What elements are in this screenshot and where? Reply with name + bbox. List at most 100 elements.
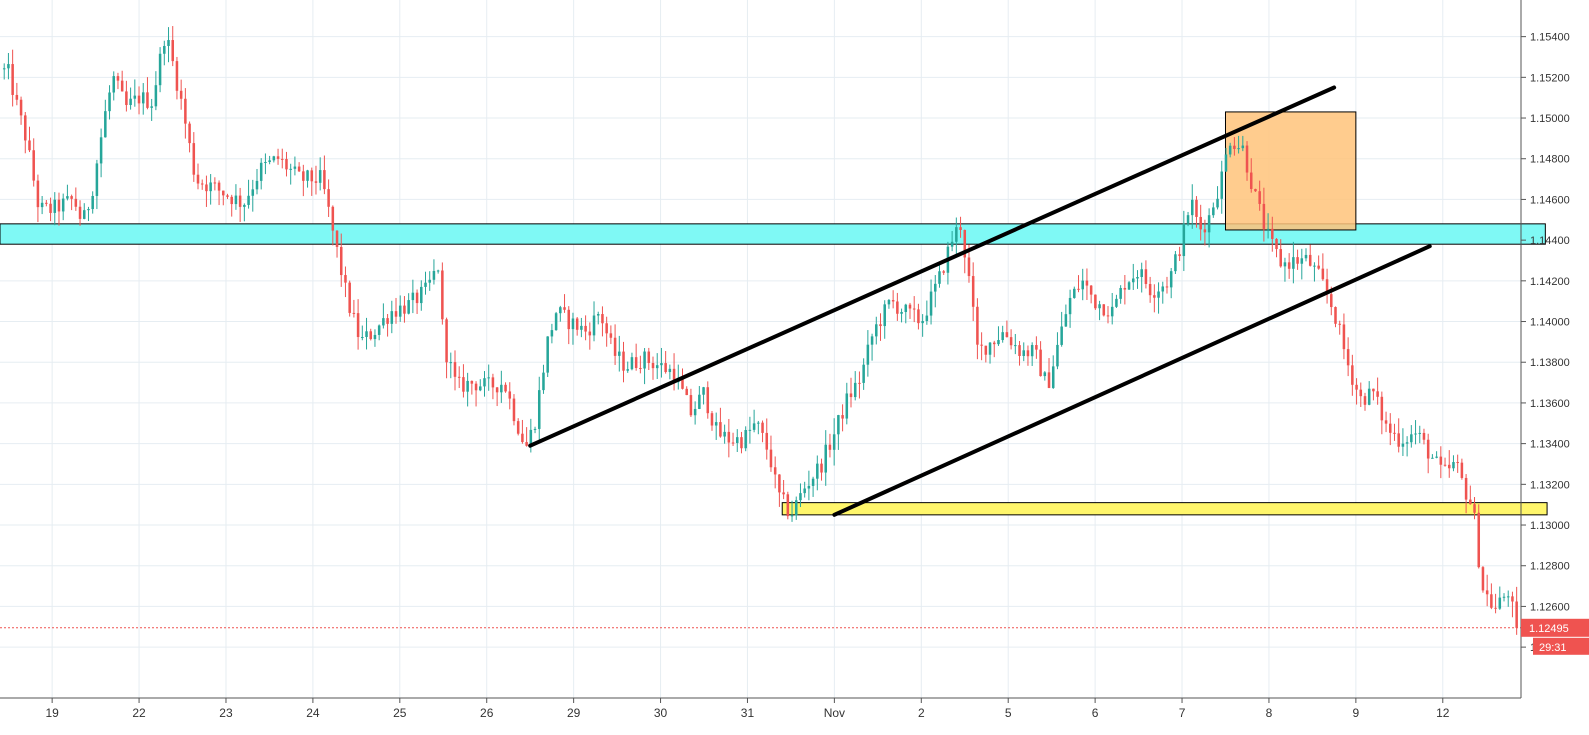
candle-body bbox=[1039, 349, 1042, 377]
candle-body bbox=[61, 198, 65, 212]
candle-body bbox=[660, 363, 663, 366]
candle-body bbox=[200, 183, 204, 185]
candle-body bbox=[217, 182, 221, 191]
candle-body bbox=[1195, 199, 1198, 217]
candle-body bbox=[1051, 366, 1055, 388]
candle-body bbox=[959, 227, 962, 230]
candle-body bbox=[293, 166, 297, 169]
candle-body bbox=[1005, 332, 1009, 338]
candle-body bbox=[1136, 276, 1139, 279]
candle-body bbox=[1148, 283, 1152, 296]
candle-body bbox=[1047, 372, 1051, 388]
candle-body bbox=[1132, 278, 1135, 283]
candle-body bbox=[904, 304, 908, 313]
candle-body bbox=[411, 292, 415, 301]
channel-upper-line bbox=[528, 85, 1337, 448]
x-tick-label: 26 bbox=[480, 706, 494, 720]
candle-body bbox=[955, 227, 958, 242]
candle-body bbox=[605, 323, 608, 334]
candle-body bbox=[879, 324, 882, 327]
candle-body bbox=[32, 150, 35, 181]
x-tick-label: 31 bbox=[741, 706, 755, 720]
x-tick-label: 7 bbox=[1179, 706, 1186, 720]
candle-body bbox=[1127, 282, 1131, 290]
candle-body bbox=[19, 99, 23, 116]
candle-body bbox=[205, 184, 208, 192]
candle-body bbox=[1443, 464, 1447, 466]
candle-body bbox=[1308, 254, 1312, 266]
candle-body bbox=[533, 428, 537, 430]
candle-body bbox=[887, 300, 891, 305]
candle-body bbox=[196, 174, 200, 184]
candle-body bbox=[1056, 344, 1059, 367]
candle-body bbox=[1178, 254, 1181, 257]
x-tick-label: 19 bbox=[45, 706, 59, 720]
candle-body bbox=[1515, 601, 1518, 628]
candle-body bbox=[1469, 499, 1472, 505]
candle-body bbox=[356, 313, 360, 338]
candle-body bbox=[1271, 228, 1274, 239]
candle-body bbox=[828, 444, 832, 450]
trendline-layer bbox=[0, 85, 1521, 629]
candle-body bbox=[420, 286, 423, 304]
candle-body bbox=[883, 304, 886, 327]
candle-body bbox=[441, 270, 444, 320]
candle-body bbox=[584, 325, 587, 332]
candle-body bbox=[1494, 607, 1497, 609]
candle-body bbox=[668, 368, 672, 373]
zone-layer bbox=[0, 111, 1548, 516]
candle-body bbox=[133, 95, 137, 99]
candle-body bbox=[11, 64, 14, 95]
candle-body bbox=[1098, 304, 1101, 309]
candle-body bbox=[685, 388, 688, 396]
candle-body bbox=[942, 271, 945, 273]
candle-body bbox=[192, 143, 196, 175]
candle-body bbox=[862, 364, 865, 383]
candle-body bbox=[1165, 286, 1169, 288]
x-tick-label: 5 bbox=[1005, 706, 1012, 720]
candle-body bbox=[1380, 396, 1384, 421]
candle-body bbox=[1393, 432, 1396, 434]
candle-body bbox=[778, 474, 781, 493]
candle-body bbox=[596, 314, 600, 316]
candle-body bbox=[613, 337, 617, 356]
candle-body bbox=[377, 325, 381, 335]
candle-body bbox=[7, 64, 10, 69]
candle-body bbox=[731, 442, 735, 444]
candle-body bbox=[664, 363, 667, 373]
candle-body bbox=[1249, 172, 1253, 189]
candle-body bbox=[689, 395, 693, 416]
y-tick-label: 1.12600 bbox=[1530, 601, 1570, 613]
candle-body bbox=[243, 204, 246, 207]
candle-body bbox=[1018, 345, 1021, 356]
candle-body bbox=[950, 241, 954, 247]
candle-body bbox=[504, 384, 507, 392]
candle-body bbox=[794, 500, 798, 516]
lower-zone-band bbox=[781, 502, 1548, 516]
candle-body bbox=[222, 190, 225, 196]
candle-body bbox=[453, 362, 457, 377]
candle-body bbox=[1073, 288, 1076, 298]
candle-body bbox=[1296, 257, 1299, 264]
candle-body bbox=[184, 98, 187, 124]
candle-body bbox=[1372, 388, 1375, 392]
candle-body bbox=[1506, 596, 1510, 598]
candle-body bbox=[1241, 145, 1245, 149]
candle-body bbox=[209, 182, 212, 192]
candle-body bbox=[647, 351, 651, 364]
candle-body bbox=[2, 68, 6, 70]
candle-body bbox=[563, 307, 566, 310]
candle-body bbox=[971, 276, 975, 307]
candle-body bbox=[310, 170, 314, 182]
candle-body bbox=[352, 312, 356, 314]
x-tick-label: 12 bbox=[1436, 706, 1450, 720]
candle-body bbox=[276, 156, 280, 159]
y-tick-label: 1.14200 bbox=[1530, 276, 1570, 288]
axes-layer: 1.15400 1.15200 1.15000 1.14800 1.14600 1.144… bbox=[0, 0, 1589, 720]
candle-body bbox=[1439, 456, 1443, 465]
y-tick-label: 1.14800 bbox=[1530, 154, 1570, 166]
candle-body bbox=[870, 336, 874, 345]
candle-body bbox=[1077, 288, 1080, 290]
